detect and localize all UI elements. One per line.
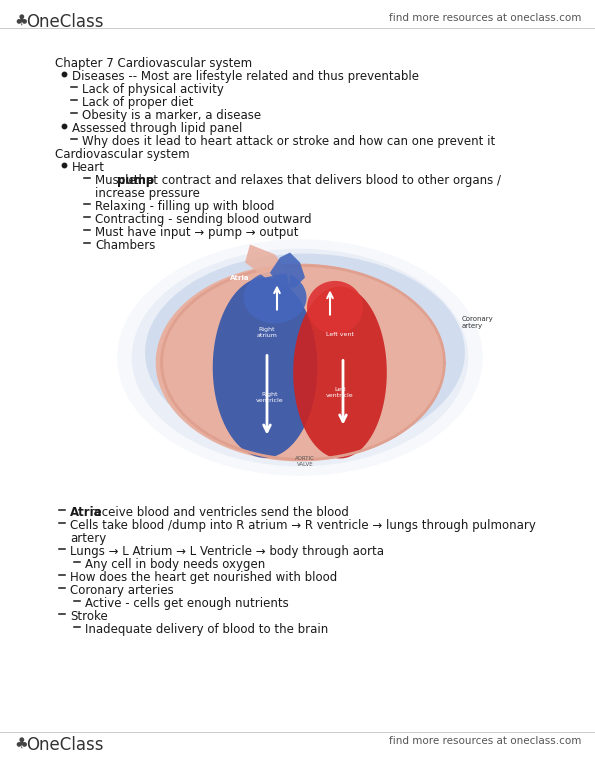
Text: Relaxing - filling up with blood: Relaxing - filling up with blood <box>95 200 274 213</box>
Polygon shape <box>213 277 317 458</box>
Text: ♣: ♣ <box>14 13 27 28</box>
Text: Inadequate delivery of blood to the brain: Inadequate delivery of blood to the brai… <box>85 623 328 636</box>
Text: OneClass: OneClass <box>26 13 104 31</box>
Text: that contract and relaxes that delivers blood to other organs /: that contract and relaxes that delivers … <box>130 174 501 187</box>
Text: Atria: Atria <box>230 275 250 281</box>
Text: Cardiovascular system: Cardiovascular system <box>55 148 190 161</box>
Text: Left
ventricle: Left ventricle <box>326 387 354 398</box>
Text: AORTIC
VALVE: AORTIC VALVE <box>295 456 315 467</box>
Text: Coronary
artery: Coronary artery <box>462 316 494 329</box>
Polygon shape <box>245 245 290 287</box>
Text: ♣: ♣ <box>14 736 27 751</box>
Text: find more resources at oneclass.com: find more resources at oneclass.com <box>389 736 581 746</box>
Text: How does the heart get nourished with blood: How does the heart get nourished with bl… <box>70 571 337 584</box>
Text: Muscle: Muscle <box>95 174 139 187</box>
Text: find more resources at oneclass.com: find more resources at oneclass.com <box>389 13 581 23</box>
Text: pump: pump <box>117 174 154 187</box>
Text: Lungs → L Atrium → L Ventricle → body through aorta: Lungs → L Atrium → L Ventricle → body th… <box>70 545 384 558</box>
Text: Lack of proper diet: Lack of proper diet <box>82 96 193 109</box>
Ellipse shape <box>132 249 468 467</box>
Text: Lack of physical activity: Lack of physical activity <box>82 83 224 96</box>
Ellipse shape <box>117 239 483 476</box>
Text: Stroke: Stroke <box>70 610 108 623</box>
Text: Active - cells get enough nutrients: Active - cells get enough nutrients <box>85 597 289 610</box>
Text: OneClass: OneClass <box>26 736 104 754</box>
Text: Chambers: Chambers <box>95 239 155 252</box>
Ellipse shape <box>145 253 465 451</box>
Polygon shape <box>243 272 306 323</box>
Text: Right
atrium: Right atrium <box>256 327 277 338</box>
Text: Why does it lead to heart attack or stroke and how can one prevent it: Why does it lead to heart attack or stro… <box>82 135 495 148</box>
Text: Cells take blood /dump into R atrium → R ventricle → lungs through pulmonary: Cells take blood /dump into R atrium → R… <box>70 519 536 532</box>
Text: Left vent: Left vent <box>326 332 354 337</box>
Text: receive blood and ventricles send the blood: receive blood and ventricles send the bl… <box>86 506 349 519</box>
Text: increase pressure: increase pressure <box>95 187 200 200</box>
Polygon shape <box>270 253 305 287</box>
Text: artery: artery <box>70 532 107 545</box>
Text: Assessed through lipid panel: Assessed through lipid panel <box>72 122 242 135</box>
Text: Contracting - sending blood outward: Contracting - sending blood outward <box>95 213 312 226</box>
Polygon shape <box>293 286 387 458</box>
Text: Must have input → pump → output: Must have input → pump → output <box>95 226 299 239</box>
Polygon shape <box>307 281 363 334</box>
Text: Heart: Heart <box>72 161 105 174</box>
Text: Right
ventricle: Right ventricle <box>256 392 284 403</box>
Text: Diseases -- Most are lifestyle related and thus preventable: Diseases -- Most are lifestyle related a… <box>72 70 419 83</box>
Text: Any cell in body needs oxygen: Any cell in body needs oxygen <box>85 558 265 571</box>
Text: Atria: Atria <box>70 506 102 519</box>
Text: Coronary arteries: Coronary arteries <box>70 584 174 597</box>
Polygon shape <box>156 263 444 461</box>
Text: Obesity is a marker, a disease: Obesity is a marker, a disease <box>82 109 261 122</box>
Text: Chapter 7 Cardiovascular system: Chapter 7 Cardiovascular system <box>55 57 252 70</box>
